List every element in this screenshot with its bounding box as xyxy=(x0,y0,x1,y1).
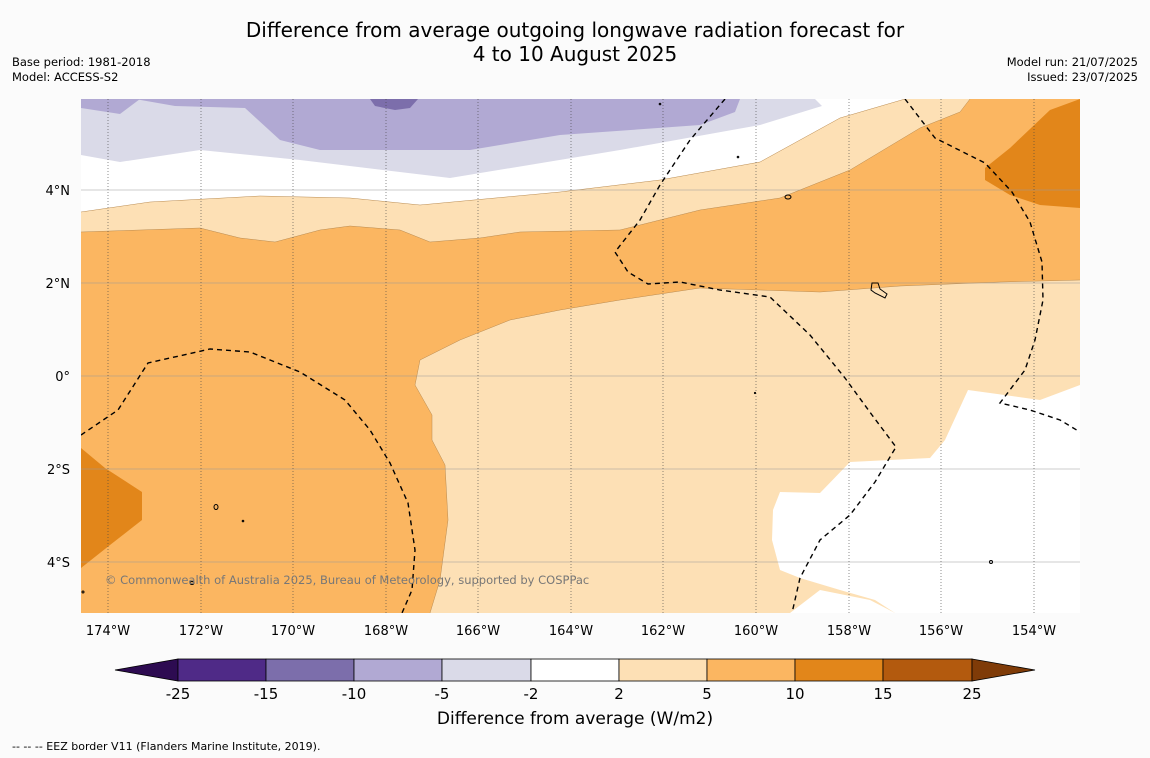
lat-label: 4°N xyxy=(46,184,71,199)
colorbar-tick: 5 xyxy=(702,685,712,700)
issued-date: Issued: 23/07/2025 xyxy=(1027,70,1138,84)
model-info: Base period: 1981-2018 Model: ACCESS-S2 xyxy=(12,55,151,85)
title-line-1: Difference from average outgoing longwav… xyxy=(245,18,905,42)
field-minus-10-to-minus-5 xyxy=(135,99,740,150)
colorbar-tick: -5 xyxy=(435,685,450,700)
latitude-gridlines xyxy=(81,189,1080,563)
latitude-labels: 4°N 2°N 0° 2°S 4°S xyxy=(46,184,71,571)
map-title: Difference from average outgoing longwav… xyxy=(0,18,1150,66)
islands xyxy=(81,102,993,594)
run-info: Model run: 21/07/2025 Issued: 23/07/2025 xyxy=(1007,55,1138,85)
colorbar-segment xyxy=(882,658,973,682)
colorbar-segment xyxy=(353,658,443,682)
field-minus-15-to-minus-10 xyxy=(370,99,418,110)
lat-label: 2°S xyxy=(47,463,70,478)
colorbar-segment xyxy=(441,658,532,682)
lon-label: 168°W xyxy=(364,624,408,639)
lon-label: 174°W xyxy=(86,624,130,639)
lon-label: 156°W xyxy=(919,624,963,639)
model-name: Model: ACCESS-S2 xyxy=(12,70,119,84)
colorbar-tick: 25 xyxy=(962,685,981,700)
lon-label: 170°W xyxy=(271,624,315,639)
field-10-to-15-sw xyxy=(81,448,142,568)
colorbar-tick: 15 xyxy=(873,685,892,700)
eez-footnote: -- -- -- EEZ border V11 (Flanders Marine… xyxy=(12,740,321,753)
lon-label: 158°W xyxy=(827,624,871,639)
colorbar-label: Difference from average (W/m2) xyxy=(436,709,714,729)
lon-label: 164°W xyxy=(549,624,593,639)
colorbar-tick: 10 xyxy=(785,685,804,700)
colorbar: -25 -15 -10 -5 -2 2 5 10 15 25 xyxy=(114,658,1036,700)
colorbar-tick: -2 xyxy=(524,685,539,700)
lon-label: 160°W xyxy=(734,624,778,639)
colorbar-tick: -15 xyxy=(254,685,279,700)
lat-label: 2°N xyxy=(46,277,71,292)
map-canvas: © Commonwealth of Australia 2025, Bureau… xyxy=(46,99,1080,700)
colorbar-tick: 2 xyxy=(614,685,624,700)
model-run: Model run: 21/07/2025 xyxy=(1006,55,1138,69)
colorbar-segment xyxy=(794,658,884,682)
field-minus-10-left xyxy=(81,99,140,114)
eez-borders xyxy=(81,99,1080,613)
field-5-to-10 xyxy=(81,99,1080,613)
lat-label: 4°S xyxy=(47,556,70,571)
anomaly-map: © Commonwealth of Australia 2025, Bureau… xyxy=(81,99,1080,613)
longitude-labels: 174°W 172°W 170°W 168°W 166°W 164°W 162°… xyxy=(86,624,1056,639)
lon-label: 162°W xyxy=(641,624,685,639)
lon-label: 154°W xyxy=(1012,624,1056,639)
colorbar-segment xyxy=(706,658,796,682)
field-10-to-15-ne xyxy=(985,99,1080,208)
colorbar-tick: -10 xyxy=(342,685,367,700)
colorbar-segment xyxy=(265,658,355,682)
lon-label: 166°W xyxy=(456,624,500,639)
title-line-2: 4 to 10 August 2025 xyxy=(472,42,678,66)
colorbar-extend-high xyxy=(971,658,1036,682)
colorbar-extend-low xyxy=(114,658,179,682)
colorbar-ticks: -25 -15 -10 -5 -2 2 5 10 15 25 xyxy=(166,685,982,700)
colorbar-segment xyxy=(177,658,267,682)
lat-label: 0° xyxy=(55,370,70,385)
colorbar-tick: -25 xyxy=(166,685,191,700)
colorbar-segment xyxy=(530,658,620,682)
base-period: Base period: 1981-2018 xyxy=(12,55,151,69)
copyright-text: © Commonwealth of Australia 2025, Bureau… xyxy=(105,573,589,587)
lon-label: 172°W xyxy=(179,624,223,639)
colorbar-segment xyxy=(618,658,708,682)
